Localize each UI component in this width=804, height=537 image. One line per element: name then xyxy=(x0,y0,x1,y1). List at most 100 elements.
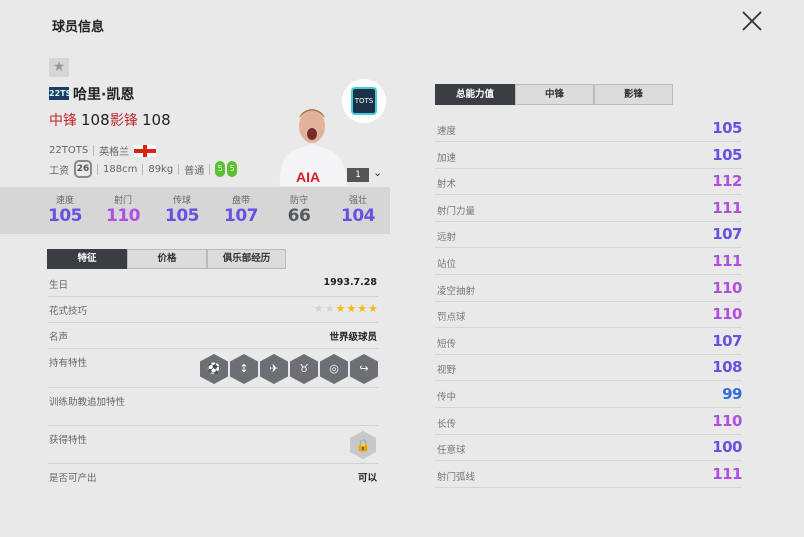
attribute-value: 105 xyxy=(712,119,742,137)
attribute-row: 射门力量 111 xyxy=(435,195,742,222)
tots-logo: TOTS xyxy=(351,87,377,115)
attribute-label: 射术 xyxy=(437,179,457,191)
favorite-star-button[interactable]: ★ xyxy=(49,58,69,77)
stat-label: 射门 xyxy=(113,196,132,206)
salary-badge: 26 xyxy=(74,160,92,178)
stat-label: 防守 xyxy=(289,196,308,206)
attribute-value: 110 xyxy=(712,278,742,297)
attribute-row: 凌空抽射 110 xyxy=(435,275,742,302)
attribute-value: 105 xyxy=(712,145,742,164)
chevron-down-icon[interactable]: ⌄ xyxy=(373,166,383,179)
position-label: 影锋 xyxy=(110,113,138,129)
summary-stat: 盘带 107 xyxy=(216,193,266,226)
summary-stat: 传球 105 xyxy=(157,193,207,226)
season-badge: 22TS xyxy=(49,87,72,100)
attribute-label: 射门弧线 xyxy=(437,471,476,483)
tab-cf[interactable]: 影锋 xyxy=(594,84,673,105)
tab-features[interactable]: 特征 xyxy=(47,249,127,269)
stat-label: 强壮 xyxy=(348,196,367,206)
fame-label: 名声 xyxy=(49,332,69,343)
close-icon[interactable] xyxy=(740,9,764,33)
attribute-label: 凌空抽射 xyxy=(437,285,476,297)
tab-overall[interactable]: 总能力值 xyxy=(435,84,515,105)
long-shot-icon[interactable]: ◎ xyxy=(320,354,348,384)
star-empty-icon: ★ xyxy=(313,302,324,315)
attribute-row: 站位 111 xyxy=(435,248,742,275)
stat-value: 107 xyxy=(224,206,259,226)
acquired-traits-row: 获得特性 🔒 xyxy=(48,426,378,464)
tab-club-history[interactable]: 俱乐部经历 xyxy=(207,249,286,269)
stat-value: 66 xyxy=(287,206,311,226)
body-type: 普通 xyxy=(184,165,205,177)
position-rating-cf: 影锋 108 xyxy=(110,110,171,130)
page-title: 球员信息 xyxy=(52,20,105,35)
position-value: 108 xyxy=(81,111,110,129)
lock-icon[interactable]: 🔒 xyxy=(350,431,376,459)
position-label: 中锋 xyxy=(49,113,77,129)
coach-traits-label: 训练助教追加特性 xyxy=(49,397,126,408)
left-foot-icon: 5 xyxy=(215,161,226,177)
attribute-value: 110 xyxy=(712,411,742,430)
weight: 89kg xyxy=(148,163,174,175)
right-foot-icon: 5 xyxy=(227,161,238,177)
position-rating-st: 中锋 108 xyxy=(49,110,110,130)
fame-value: 世界级球员 xyxy=(329,332,377,343)
stat-label: 速度 xyxy=(55,196,74,206)
attribute-label: 加速 xyxy=(437,152,457,164)
position-value: 108 xyxy=(142,111,171,129)
stat-value: 110 xyxy=(106,206,141,226)
coach-traits-row: 训练助教追加特性 xyxy=(48,388,378,426)
salary-label: 工资 xyxy=(49,165,69,177)
enhance-level[interactable]: 1 xyxy=(347,168,369,182)
attribute-tabs: 总能力值 中锋 影锋 xyxy=(435,84,673,105)
attribute-value: 112 xyxy=(712,172,742,191)
skill-moves-row: 花式技巧 ★ ★ ★ ★ ★ ★ xyxy=(48,297,378,323)
attribute-label: 短传 xyxy=(437,338,457,350)
star-empty-icon: ★ xyxy=(324,302,335,315)
stat-value: 105 xyxy=(165,206,200,226)
summary-stat: 速度 105 xyxy=(40,193,90,226)
star-filled-icon: ★ xyxy=(346,302,357,315)
attribute-row: 短传 107 xyxy=(435,328,742,355)
tab-price[interactable]: 价格 xyxy=(127,249,207,269)
tab-st[interactable]: 中锋 xyxy=(515,84,594,105)
season-name: 22TOTS xyxy=(49,145,89,156)
curve-icon[interactable]: ↪ xyxy=(350,354,378,384)
star-filled-icon: ★ xyxy=(335,302,346,315)
attribute-row: 传中 99 xyxy=(435,381,742,408)
player-name: 哈里·凯恩 xyxy=(73,87,135,103)
summary-stat: 强壮 104 xyxy=(333,193,383,226)
attribute-value: 111 xyxy=(712,464,742,483)
height: 188cm xyxy=(103,163,138,175)
attribute-value: 110 xyxy=(712,305,742,324)
skill-label: 花式技巧 xyxy=(49,306,88,317)
club-badge: TOTS xyxy=(342,79,386,123)
attribute-row: 加速 105 xyxy=(435,142,742,169)
attribute-row: 远射 107 xyxy=(435,221,742,249)
bull-icon[interactable]: ♉ xyxy=(290,354,318,384)
attribute-value: 107 xyxy=(712,225,742,244)
player-info-line1: 22TOTS 英格兰 xyxy=(49,143,157,158)
attribute-label: 传中 xyxy=(437,392,457,403)
nation: 英格兰 xyxy=(99,147,130,158)
goal-net-icon[interactable]: ⚽ xyxy=(200,354,228,384)
fame-row: 名声 世界级球员 xyxy=(48,323,378,349)
finesse-icon[interactable]: ↕ xyxy=(230,354,258,384)
flair-icon[interactable]: ✈ xyxy=(260,354,288,384)
producible-value: 可以 xyxy=(357,473,377,484)
attribute-row: 视野 108 xyxy=(435,354,742,382)
producible-row: 是否可产出 可以 xyxy=(48,464,378,490)
attribute-label: 罚点球 xyxy=(437,312,466,324)
star-filled-icon: ★ xyxy=(368,302,378,315)
attribute-row: 速度 105 xyxy=(435,115,742,142)
summary-stat: 防守 66 xyxy=(274,193,324,226)
attribute-label: 任意球 xyxy=(437,445,466,457)
attribute-row: 长传 110 xyxy=(435,408,742,435)
stat-label: 盘带 xyxy=(231,196,250,206)
attribute-label: 射门力量 xyxy=(437,205,476,217)
stat-value: 105 xyxy=(48,206,83,226)
attribute-label: 远射 xyxy=(437,232,457,244)
detail-tabs: 特征 价格 俱乐部经历 xyxy=(47,249,286,269)
stat-label: 传球 xyxy=(172,196,191,206)
